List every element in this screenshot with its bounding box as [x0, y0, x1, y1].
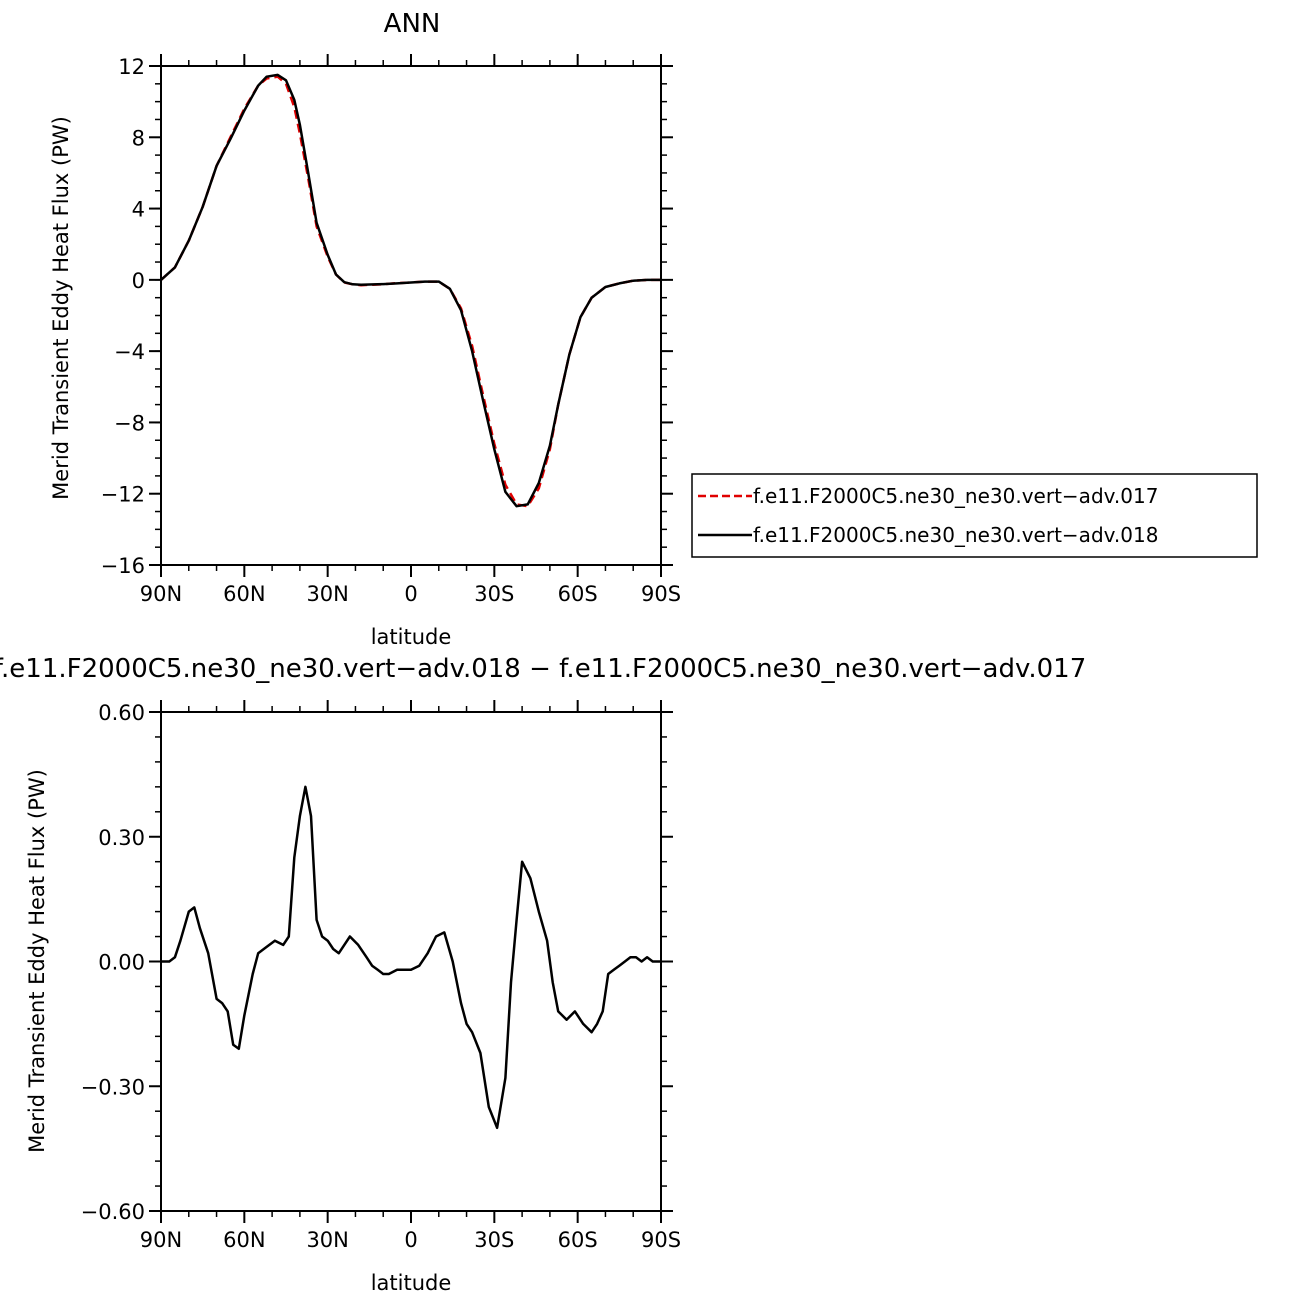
p1-series-line-1 — [161, 73, 661, 508]
p2-y-tick-label: 0.30 — [98, 826, 145, 850]
p1-x-tick-label: 60S — [558, 582, 598, 606]
p2-x-tick-label: 60N — [223, 1228, 265, 1252]
top-panel: ANN 12 8 4 0 −4 −8 −12 −16 90N 60N 30N 0 30S 60S 90S l… — [49, 9, 1258, 649]
p2-x-tick-label: 90N — [140, 1228, 182, 1252]
top-panel-y-axis-label: Merid Transient Eddy Heat Flux (PW) — [49, 116, 73, 500]
p2-y-tick-label: 0.00 — [98, 951, 145, 975]
p2-x-tick-label: 30N — [306, 1228, 348, 1252]
p1-x-tick-label: 30S — [474, 582, 514, 606]
legend-label-017: f.e11.F2000C5.ne30_ne30.vert−adv.017 — [753, 484, 1158, 508]
p2-series-line-0 — [161, 785, 661, 1130]
p2-x-tick-label: 90S — [641, 1228, 681, 1252]
p1-y-tick-label: −12 — [101, 483, 145, 507]
p1-y-tick-label: 8 — [132, 126, 145, 150]
p2-x-tick-label: 0 — [404, 1228, 417, 1252]
p1-x-tick-label: 90S — [641, 582, 681, 606]
p2-y-tick-label: −0.60 — [81, 1200, 145, 1224]
bottom-panel-title: f.e11.F2000C5.ne30_ne30.vert−adv.018 − f… — [0, 654, 1086, 684]
bottom-panel-y-axis-label: Merid Transient Eddy Heat Flux (PW) — [25, 769, 49, 1153]
p2-frame — [160, 711, 662, 1212]
p1-x-tick-label: 60N — [223, 582, 265, 606]
p1-x-tick-label: 0 — [404, 582, 417, 606]
p1-y-tick-label: −16 — [101, 554, 145, 578]
legend-label-018: f.e11.F2000C5.ne30_ne30.vert−adv.018 — [753, 523, 1158, 547]
p1-y-tick-label: −4 — [114, 340, 145, 364]
p1-y-tick-label: 0 — [132, 269, 145, 293]
top-panel-plot-area: 12 8 4 0 −4 −8 −12 −16 90N 60N 30N 0 30S 60S 90S — [101, 54, 681, 606]
p1-x-tick-label: 90N — [140, 582, 182, 606]
p2-x-tick-label: 30S — [474, 1228, 514, 1252]
p1-y-tick-label: −8 — [114, 411, 145, 435]
top-panel-x-axis-label: latitude — [371, 625, 452, 649]
p1-x-tick-label: 30N — [306, 582, 348, 606]
p1-y-tick-label: 4 — [132, 198, 145, 222]
p1-series-line-0 — [161, 75, 661, 508]
p1-frame — [160, 65, 662, 566]
top-panel-title: ANN — [384, 9, 441, 39]
p2-x-tick-label: 60S — [558, 1228, 598, 1252]
bottom-panel-plot-area: 0.60 0.30 0.00 −0.30 −0.60 90N 60N 30N 0 30S 60S 90… — [81, 700, 681, 1252]
legend-box — [691, 473, 1258, 558]
p2-y-tick-label: −0.30 — [81, 1075, 145, 1099]
bottom-panel-x-axis-label: latitude — [371, 1271, 452, 1295]
p2-y-tick-label: 0.60 — [98, 701, 145, 725]
bottom-panel: f.e11.F2000C5.ne30_ne30.vert−adv.018 − f… — [0, 654, 1086, 1295]
p1-y-tick-label: 12 — [118, 55, 145, 79]
legend: f.e11.F2000C5.ne30_ne30.vert−adv.017 f.e… — [691, 473, 1258, 558]
